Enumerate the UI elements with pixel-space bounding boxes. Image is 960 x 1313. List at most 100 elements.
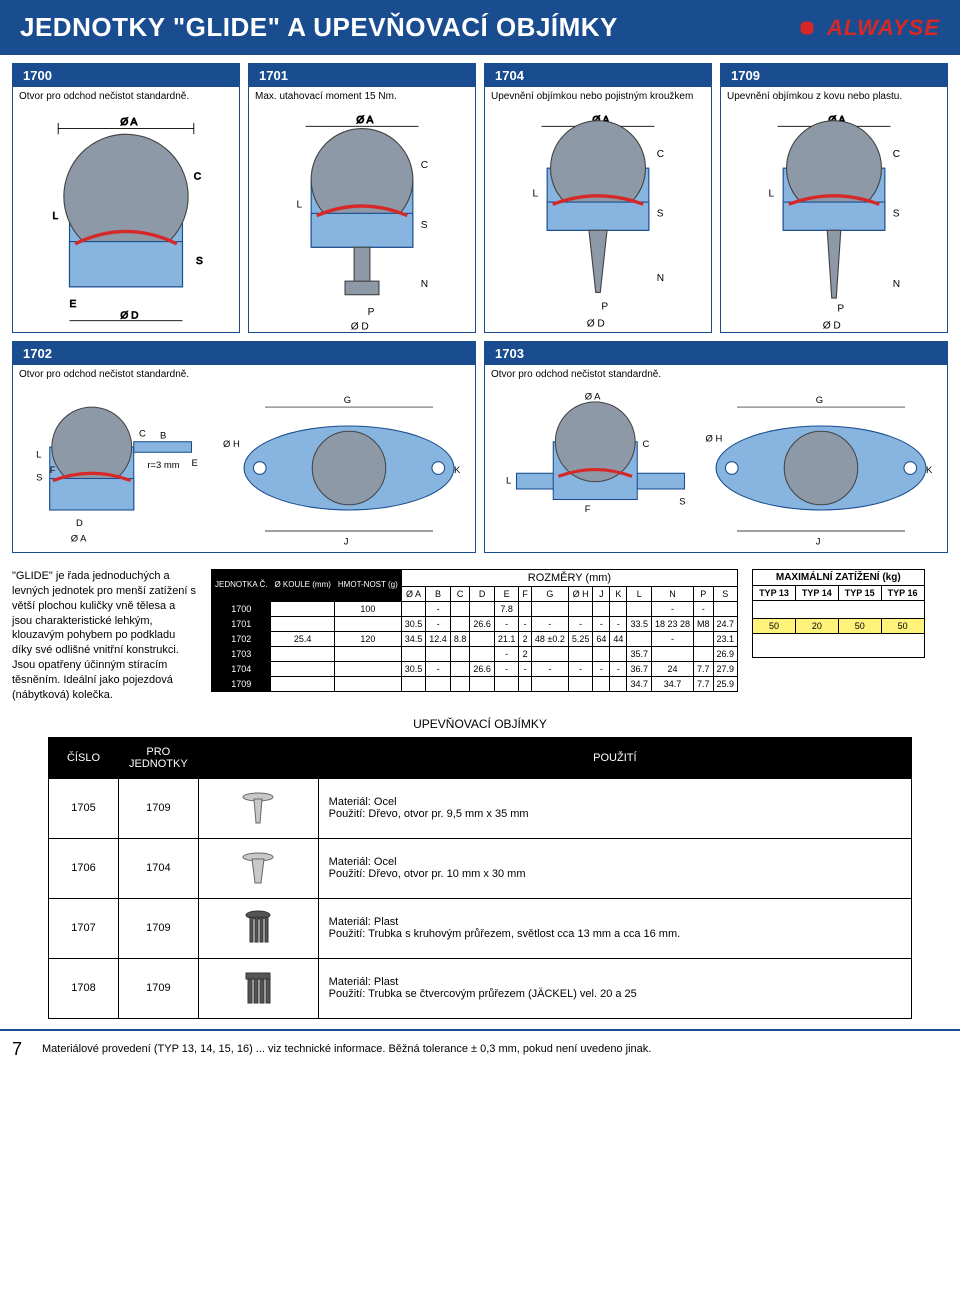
gear-icon xyxy=(793,14,821,42)
svg-text:J: J xyxy=(344,537,349,548)
load-val: 50 xyxy=(838,619,881,634)
svg-text:L: L xyxy=(296,200,302,211)
drawing-1701: 1701 Max. utahovací moment 15 Nm. Ø A CL… xyxy=(248,63,476,333)
clamps-table: ČÍSLO PRO JEDNOTKY POUŽITÍ 17051709Mater… xyxy=(48,737,912,1019)
th-koule: Ø KOULE (mm) xyxy=(271,570,334,602)
page-title: JEDNOTKY "GLIDE" A UPEVŇOVACÍ OBJÍMKY xyxy=(20,12,618,43)
dim-col: P xyxy=(694,587,714,602)
svg-text:P: P xyxy=(837,304,844,315)
svg-text:S: S xyxy=(893,209,900,220)
svg-text:N: N xyxy=(893,279,900,290)
clamp-num: 1708 xyxy=(49,958,119,1018)
drawing-1704-svg: Ø A CL SN PØ D xyxy=(485,106,711,332)
drawing-1702: 1702 Otvor pro odchod nečistot standardn… xyxy=(12,341,476,553)
drawing-1701-svg: Ø A CL SN PØ D xyxy=(249,106,475,332)
svg-text:Ø D: Ø D xyxy=(120,310,138,321)
drawing-1703-svg: Ø AC LFS G Ø H K J xyxy=(485,384,947,552)
svg-text:L: L xyxy=(768,188,774,199)
drawing-number: 1700 xyxy=(13,64,239,87)
svg-text:E: E xyxy=(192,458,198,469)
svg-text:L: L xyxy=(36,450,41,461)
svg-text:L: L xyxy=(53,211,59,222)
dim-col: F xyxy=(519,587,532,602)
table-row: 17081709Materiál: PlastPoužití: Trubka s… xyxy=(49,958,912,1018)
svg-text:C: C xyxy=(643,439,650,450)
clamp-num: 1706 xyxy=(49,838,119,898)
table-row: 170430.5-26.6------36.7247.727.9 xyxy=(212,662,738,677)
clamp-num: 1707 xyxy=(49,898,119,958)
svg-text:Ø H: Ø H xyxy=(223,439,240,450)
drawing-1702-svg: LSF CB r=3 mmE DØ A G Ø H K J xyxy=(13,384,475,552)
clamp-unit: 1709 xyxy=(119,898,199,958)
svg-text:S: S xyxy=(36,473,42,484)
svg-text:Ø D: Ø D xyxy=(351,322,369,332)
svg-text:Ø A: Ø A xyxy=(356,115,373,126)
table-row: 170934.734.77.725.9 xyxy=(212,677,738,692)
svg-text:Ø A: Ø A xyxy=(120,117,137,128)
clamp-usage: Materiál: OcelPoužití: Dřevo, otvor pr. … xyxy=(318,838,911,898)
svg-text:N: N xyxy=(657,273,664,284)
load-val: 50 xyxy=(881,619,924,634)
th-pro-jed: PRO JEDNOTKY xyxy=(119,737,199,778)
svg-text:P: P xyxy=(368,307,375,318)
drawing-1704: 1704 Upevnění objímkou nebo pojistným kr… xyxy=(484,63,712,333)
th-unit: JEDNOTKA Č. xyxy=(212,570,271,602)
table-row: 17061704 Materiál: OcelPoužití: Dřevo, ot… xyxy=(49,838,912,898)
load-col: TYP 16 xyxy=(881,586,924,601)
drawing-1709: 1709 Upevnění objímkou z kovu nebo plast… xyxy=(720,63,948,333)
svg-text:F: F xyxy=(50,465,56,476)
table-row: 17071709Materiál: PlastPoužití: Trubka s… xyxy=(49,898,912,958)
svg-text:r=3 mm: r=3 mm xyxy=(147,460,179,471)
dimensions-table: JEDNOTKA Č. Ø KOULE (mm) HMOT-NOST (g) R… xyxy=(211,569,738,692)
footer-text: Materiálové provedení (TYP 13, 14, 15, 1… xyxy=(42,1043,651,1055)
dim-col: G xyxy=(531,587,568,602)
load-val: 50 xyxy=(753,619,796,634)
svg-text:Ø D: Ø D xyxy=(587,318,605,329)
brand-logo: ALWAYSE xyxy=(793,14,940,42)
intro-text: "GLIDE" je řada jednoduchých a levných j… xyxy=(12,569,197,703)
svg-text:L: L xyxy=(506,476,511,487)
dim-col: C xyxy=(450,587,470,602)
svg-text:N: N xyxy=(421,279,428,290)
svg-text:C: C xyxy=(194,171,201,182)
th-pouziti: POUŽITÍ xyxy=(318,737,911,778)
svg-text:C: C xyxy=(657,149,664,160)
clamp-num: 1705 xyxy=(49,778,119,838)
svg-text:F: F xyxy=(585,504,591,515)
drawing-number: 1703 xyxy=(485,342,947,365)
svg-text:B: B xyxy=(160,431,166,442)
load-col: TYP 15 xyxy=(838,586,881,601)
drawing-desc: Otvor pro odchod nečistot standardně. xyxy=(485,365,947,384)
svg-text:E: E xyxy=(70,299,77,310)
table-row: 170130.5-26.6------33.518 23 28M824.7 xyxy=(212,617,738,632)
drawing-1700-svg: Ø A CL SE Ø D xyxy=(13,106,239,332)
table-row: 17051709 Materiál: OcelPoužití: Dřevo, ot… xyxy=(49,778,912,838)
svg-text:P: P xyxy=(601,301,608,312)
drawing-desc: Otvor pro odchod nečistot standardně. xyxy=(13,365,475,384)
load-head: MAXIMÁLNÍ ZATÍŽENÍ (kg) xyxy=(753,570,924,586)
svg-text:J: J xyxy=(816,537,821,548)
clamp-icon xyxy=(198,898,318,958)
svg-text:K: K xyxy=(454,465,461,476)
load-col: TYP 14 xyxy=(795,586,838,601)
drawing-desc: Max. utahovací moment 15 Nm. xyxy=(249,87,475,106)
clamp-icon xyxy=(198,838,318,898)
dim-col: N xyxy=(651,587,693,602)
dim-col: B xyxy=(426,587,451,602)
load-table: MAXIMÁLNÍ ZATÍŽENÍ (kg) TYP 13TYP 14TYP … xyxy=(752,569,924,658)
drawing-number: 1702 xyxy=(13,342,475,365)
clamps-heading: UPEVŇOVACÍ OBJÍMKY xyxy=(0,711,960,737)
svg-text:L: L xyxy=(532,188,538,199)
svg-text:K: K xyxy=(926,465,933,476)
table-row: 1703-235.726.9 xyxy=(212,647,738,662)
svg-text:C: C xyxy=(421,160,428,171)
dim-col: L xyxy=(627,587,652,602)
load-val: 20 xyxy=(795,619,838,634)
brand-name: ALWAYSE xyxy=(827,15,940,41)
clamp-unit: 1709 xyxy=(119,778,199,838)
svg-text:Ø D: Ø D xyxy=(823,321,841,332)
clamp-usage: Materiál: OcelPoužití: Dřevo, otvor pr. … xyxy=(318,778,911,838)
drawing-1700: 1700 Otvor pro odchod nečistot standardn… xyxy=(12,63,240,333)
clamp-unit: 1704 xyxy=(119,838,199,898)
svg-text:S: S xyxy=(657,209,664,220)
